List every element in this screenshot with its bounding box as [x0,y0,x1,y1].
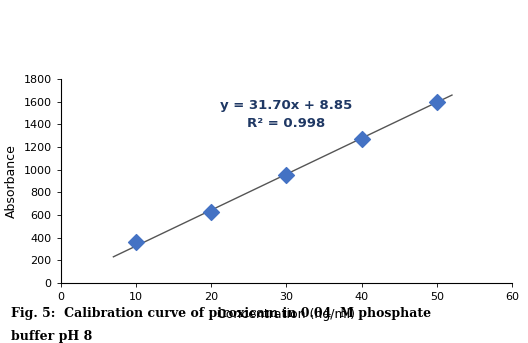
Text: Fig. 5:  Calibration curve of piroxicam in 0.04  M phosphate: Fig. 5: Calibration curve of piroxicam i… [11,307,431,320]
Y-axis label: Absorbance: Absorbance [5,144,18,218]
Point [432,99,441,105]
Point [207,209,215,215]
Text: buffer pH 8: buffer pH 8 [11,330,92,343]
X-axis label: Concentration (ng/ml): Concentration (ng/ml) [218,308,355,321]
Text: y = 31.70x + 8.85
R² = 0.998: y = 31.70x + 8.85 R² = 0.998 [220,99,353,130]
Point [282,172,290,177]
Point [357,136,366,142]
Point [132,239,140,245]
